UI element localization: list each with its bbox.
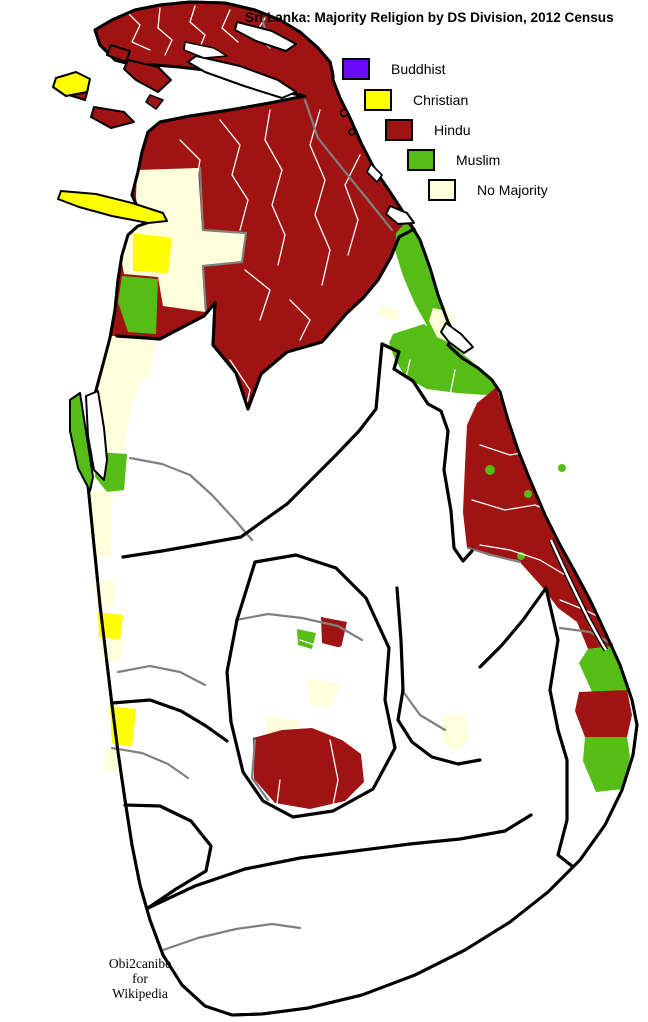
kokkilai-lagoon [385,205,415,225]
mannar-island-christian [57,190,168,224]
region-central-nomajority-north [308,678,340,708]
coastline [84,0,639,1017]
attribution-line: for [132,971,148,987]
region-northeast-coast-muslim [395,222,447,333]
region-mannar-nomajority [120,168,246,312]
kalpitiya-peninsula-muslim [69,392,94,492]
ds-division-boundaries [124,5,606,995]
page-title: Sri Lanka: Majority Religion by DS Divis… [245,10,614,25]
islands [52,44,356,224]
region-westcoast-nomajority-3 [99,637,124,662]
muslim-enclave-dot [524,490,532,498]
kayts-island-hindu [123,59,172,93]
nayaru-lagoon [366,163,383,183]
region-central-muslim-small [297,629,316,649]
province-boundaries [110,227,574,910]
mandativu-island-hindu [145,94,164,110]
attribution: Obi2canibe for Wikipedia [80,956,200,1001]
delft-island-christian [52,71,91,97]
karainagar-island-hindu [106,44,131,63]
attribution-line: Obi2canibe [108,956,172,971]
muslim-enclave-dot [485,465,495,475]
northeast-islet [348,128,356,136]
region-east-hindu [463,387,613,649]
punkudutivu-island-hindu [90,106,135,129]
puttalam-lagoon [85,390,108,481]
uppu-aru-lagoon [183,41,228,59]
region-coast-nomajority-sliver [378,305,400,321]
region-southeast-hindu [575,690,632,737]
region-southeast-muslim-2 [583,737,630,792]
batticaloa-lagoon [549,539,608,651]
lagoons [69,21,609,652]
region-nuwaraeliya-hindu [253,728,364,809]
region-mannar-christian [133,233,172,273]
region-musali-muslim [118,276,158,334]
region-east-central-nomajority [442,714,469,752]
region-westcoast-nomajority-1 [90,490,113,557]
region-westcoast-nomajority-4 [104,748,121,773]
jaffna-lagoon [187,55,297,99]
region-central-hindu-small [321,617,347,648]
muslim-enclave-dot [558,464,566,472]
district-boundaries [110,16,614,952]
northeast-islet [339,108,349,118]
region-wilpattu-coast-nomajority [94,336,156,452]
trincomalee-bay [440,322,474,354]
region-trincomalee-muslim [389,324,496,395]
vadamarachchi-lagoon [234,21,297,52]
attribution-line: Wikipedia [112,986,168,1002]
